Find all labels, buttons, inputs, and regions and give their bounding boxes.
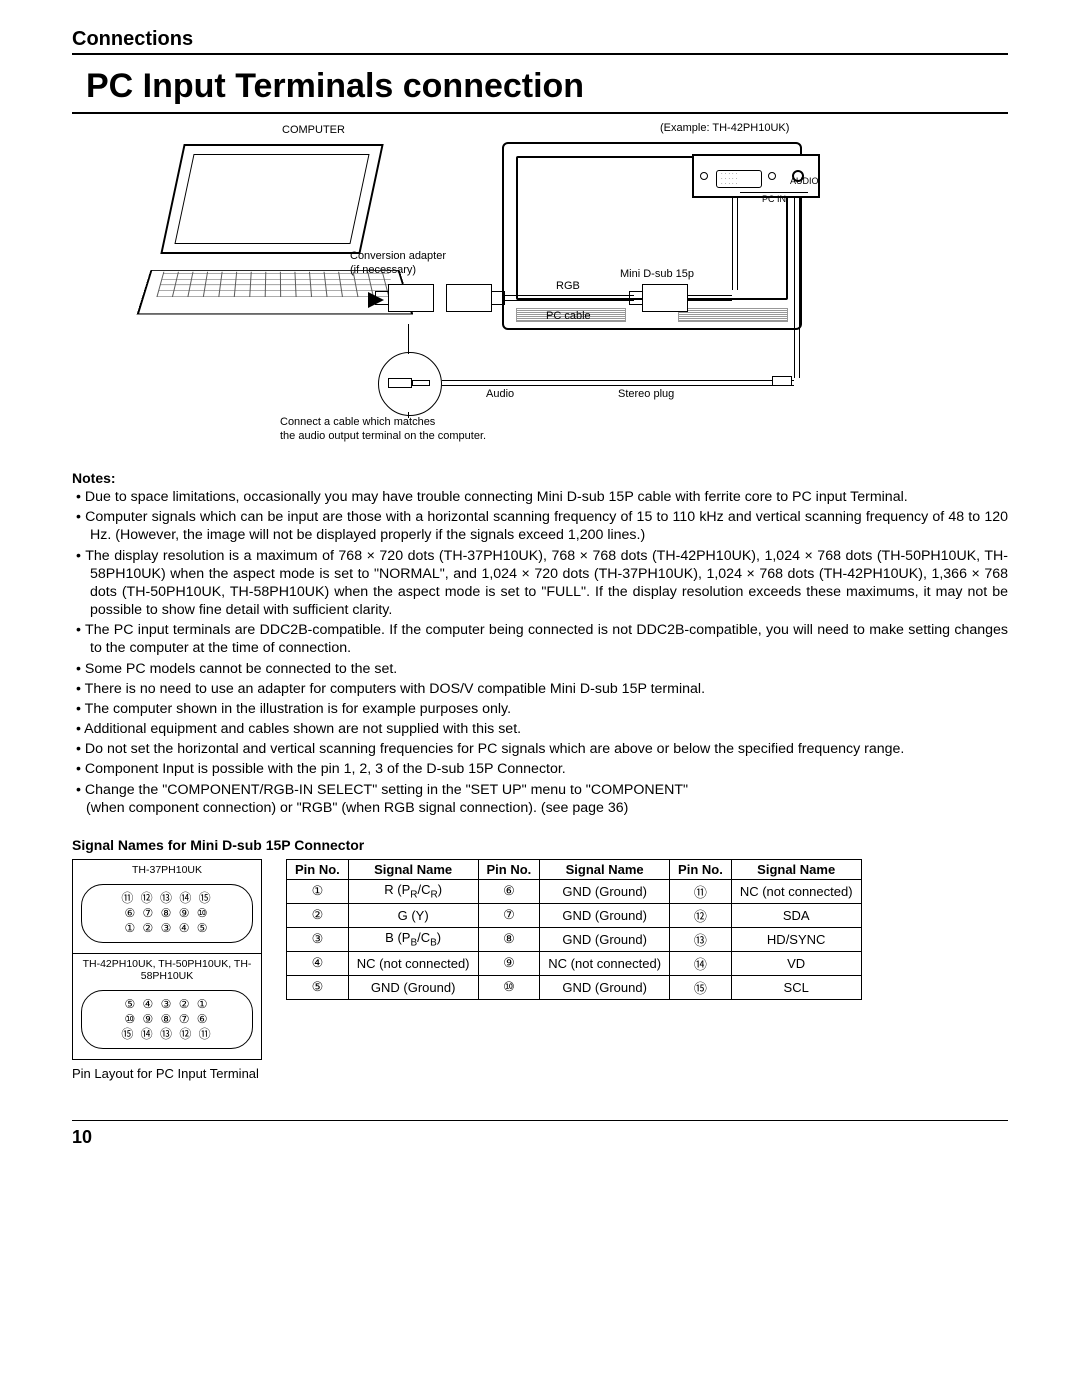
- pin-row: ⑩ ⑨ ⑧ ⑦ ⑥: [86, 1012, 248, 1027]
- note-item: There is no need to use an adapter for c…: [76, 680, 1008, 698]
- pin-diagram: TH-37PH10UK ⑪ ⑫ ⑬ ⑭ ⑮ ⑥ ⑦ ⑧ ⑨ ⑩ ① ② ③ ④ …: [72, 859, 262, 1082]
- note-item: The PC input terminals are DDC2B-compati…: [76, 621, 1008, 657]
- td: ⑦: [478, 903, 540, 927]
- td: GND (Ground): [540, 879, 670, 903]
- td: GND (Ground): [348, 975, 478, 999]
- connection-diagram: COMPUTER (Example: TH-42PH10UK) AUDIO PC…: [72, 124, 1008, 454]
- td: ⑫: [670, 903, 732, 927]
- audio-port-label: AUDIO: [790, 176, 819, 186]
- th: Pin No.: [478, 859, 540, 879]
- td: ⑥: [478, 879, 540, 903]
- th: Signal Name: [731, 859, 861, 879]
- td: ⑪: [670, 879, 732, 903]
- th: Signal Name: [348, 859, 478, 879]
- table-row: ④NC (not connected)⑨NC (not connected)⑭V…: [287, 951, 862, 975]
- conv-adapter-l1: Conversion adapter: [350, 250, 446, 262]
- notes-heading: Notes:: [72, 470, 1008, 486]
- td: R (PR/CR): [348, 879, 478, 903]
- note-item: Computer signals which can be input are …: [76, 508, 1008, 544]
- pc-cable-label: PC cable: [546, 310, 591, 322]
- page-title: PC Input Terminals connection: [72, 63, 1008, 114]
- pin-row: ⑥ ⑦ ⑧ ⑨ ⑩: [86, 906, 248, 921]
- connector-3: [642, 284, 688, 312]
- laptop-illustration: [152, 134, 402, 314]
- td: NC (not connected): [348, 951, 478, 975]
- note-tail: (when component connection) or "RGB" (wh…: [72, 799, 1008, 817]
- section-header: Connections: [72, 28, 1008, 55]
- td: ⑭: [670, 951, 732, 975]
- audio-note-2: the audio output terminal on the compute…: [280, 430, 486, 442]
- pin-row: ① ② ③ ④ ⑤: [86, 921, 248, 936]
- pin-caption: Pin Layout for PC Input Terminal: [72, 1066, 262, 1082]
- note-item: Do not set the horizontal and vertical s…: [76, 740, 1008, 758]
- mini-dsub-label: Mini D-sub 15p: [620, 268, 694, 280]
- page-number: 10: [72, 1127, 92, 1147]
- td: SDA: [731, 903, 861, 927]
- model-top: TH-37PH10UK: [72, 859, 262, 878]
- td: ①: [287, 879, 349, 903]
- td: NC (not connected): [731, 879, 861, 903]
- example-label: (Example: TH-42PH10UK): [660, 122, 789, 134]
- td: ②: [287, 903, 349, 927]
- td: GND (Ground): [540, 975, 670, 999]
- table-header-row: Pin No. Signal Name Pin No. Signal Name …: [287, 859, 862, 879]
- td: G (Y): [348, 903, 478, 927]
- table-row: ⑤GND (Ground)⑩GND (Ground)⑮SCL: [287, 975, 862, 999]
- td: ⑤: [287, 975, 349, 999]
- pin-row: ⑮ ⑭ ⑬ ⑫ ⑪: [86, 1027, 248, 1042]
- note-item: The display resolution is a maximum of 7…: [76, 547, 1008, 620]
- signal-table: Pin No. Signal Name Pin No. Signal Name …: [286, 859, 862, 1000]
- td: ⑨: [478, 951, 540, 975]
- td: NC (not connected): [540, 951, 670, 975]
- td: ③: [287, 927, 349, 951]
- table-row: ②G (Y)⑦GND (Ground)⑫SDA: [287, 903, 862, 927]
- table-row: ①R (PR/CR)⑥GND (Ground)⑪NC (not connecte…: [287, 879, 862, 903]
- td: ⑩: [478, 975, 540, 999]
- footer-rule: 10: [72, 1120, 1008, 1148]
- rgb-label: RGB: [556, 280, 580, 292]
- note-item: Component Input is possible with the pin…: [76, 760, 1008, 778]
- th: Pin No.: [670, 859, 732, 879]
- td: ⑬: [670, 927, 732, 951]
- note-item: Some PC models cannot be connected to th…: [76, 660, 1008, 678]
- model-bottom: TH-42PH10UK, TH-50PH10UK, TH-58PH10UK: [72, 954, 262, 984]
- computer-label: COMPUTER: [282, 124, 345, 136]
- connector-2: [446, 284, 492, 312]
- audio-label: Audio: [486, 388, 514, 400]
- pin-row: ⑤ ④ ③ ② ①: [86, 997, 248, 1012]
- th: Pin No.: [287, 859, 349, 879]
- td: SCL: [731, 975, 861, 999]
- td: GND (Ground): [540, 903, 670, 927]
- audio-note-1: Connect a cable which matches: [280, 416, 435, 428]
- connector-1: [388, 284, 434, 312]
- signal-heading: Signal Names for Mini D-sub 15P Connecto…: [72, 837, 1008, 853]
- th: Signal Name: [540, 859, 670, 879]
- td: ⑧: [478, 927, 540, 951]
- pin-row: ⑪ ⑫ ⑬ ⑭ ⑮: [86, 891, 248, 906]
- table-row: ③B (PB/CB)⑧GND (Ground)⑬HD/SYNC: [287, 927, 862, 951]
- td: VD: [731, 951, 861, 975]
- conv-adapter-l2: (if necessary): [350, 264, 416, 276]
- notes-list: Due to space limitations, occasionally y…: [72, 488, 1008, 799]
- note-item: Change the "COMPONENT/RGB-IN SELECT" set…: [76, 781, 1008, 799]
- note-item: Due to space limitations, occasionally y…: [76, 488, 1008, 506]
- note-item: Additional equipment and cables shown ar…: [76, 720, 1008, 738]
- td: HD/SYNC: [731, 927, 861, 951]
- stereo-plug-label: Stereo plug: [618, 388, 674, 400]
- td: ④: [287, 951, 349, 975]
- td: B (PB/CB): [348, 927, 478, 951]
- note-item: The computer shown in the illustration i…: [76, 700, 1008, 718]
- td: GND (Ground): [540, 927, 670, 951]
- td: ⑮: [670, 975, 732, 999]
